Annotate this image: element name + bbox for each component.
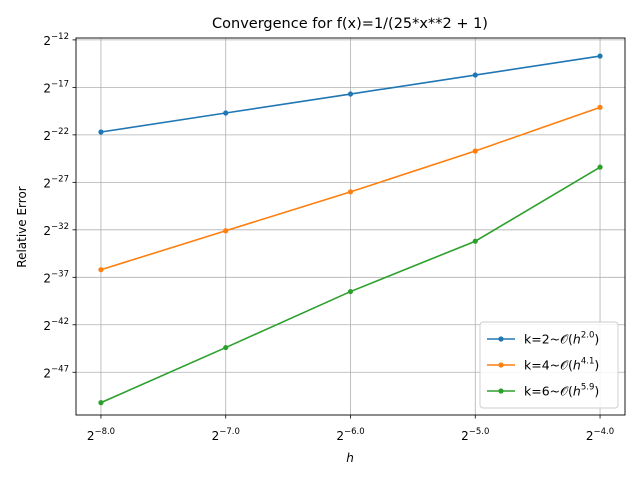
data-point (223, 344, 229, 351)
y-tick-label: 2−22 (43, 127, 69, 143)
y-tick-label: 2−47 (43, 364, 69, 380)
legend-label: k=6~𝒪(h5.9) (524, 383, 599, 399)
data-point (472, 238, 478, 244)
series-lines (98, 53, 603, 406)
data-point (98, 400, 104, 406)
legend-box (479, 321, 619, 409)
data-point (347, 189, 354, 195)
x-axis-label: h (346, 451, 354, 465)
data-point (597, 104, 603, 110)
data-point (347, 91, 354, 97)
y-tick-label: 2−32 (43, 222, 69, 238)
data-point (347, 288, 354, 295)
legend-marker (498, 388, 504, 394)
grid (76, 38, 625, 415)
data-point (472, 148, 478, 154)
data-point (98, 267, 104, 273)
data-point (223, 110, 229, 116)
y-axis-ticks: 2−47 2−42 2−37 2−32 2−27 2−22 2−17 2−12 (43, 32, 76, 380)
x-axis-ticks: 2−8.0 2−7.0 2−6.0 2−5.0 2−4.0 (87, 415, 614, 443)
y-tick-label: 2−27 (43, 174, 69, 190)
y-axis-label: Relative Error (15, 186, 29, 268)
legend-marker (498, 362, 504, 368)
x-tick-label: 2−7.0 (212, 427, 240, 443)
data-point (98, 129, 104, 135)
y-tick-label: 2−12 (43, 32, 69, 48)
data-point (597, 53, 603, 59)
legend: k=2~𝒪(h2.0) k=4~𝒪(h4.1) k=6~𝒪(h5.9) (479, 321, 619, 409)
x-tick-label: 2−6.0 (336, 427, 364, 443)
x-tick-label: 2−4.0 (586, 427, 614, 443)
x-tick-label: 2−5.0 (461, 427, 489, 443)
legend-label: k=4~𝒪(h4.1) (524, 357, 599, 373)
y-tick-label: 2−42 (43, 317, 69, 333)
legend-label: k=2~𝒪(h2.0) (524, 331, 599, 347)
y-tick-label: 2−17 (43, 79, 69, 95)
data-point (223, 228, 229, 234)
legend-marker (498, 336, 504, 342)
chart-title: Convergence for f(x)=1/(25*x**2 + 1) (212, 16, 488, 32)
y-tick-label: 2−37 (43, 269, 69, 285)
data-point (597, 164, 603, 170)
x-tick-label: 2−8.0 (87, 427, 115, 443)
data-point (472, 72, 478, 78)
